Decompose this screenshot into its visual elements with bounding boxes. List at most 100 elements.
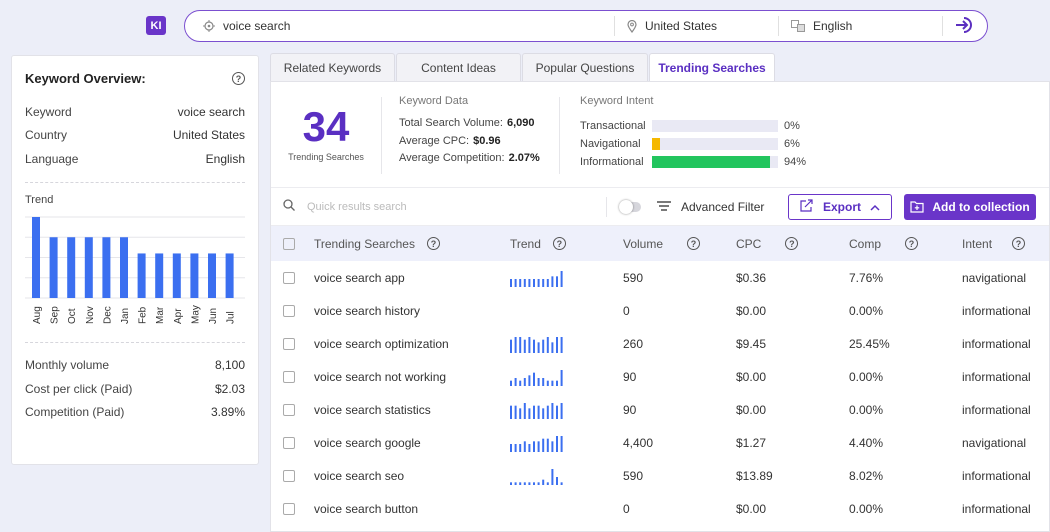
filter-toggle[interactable] (619, 199, 641, 214)
spark-bar (556, 336, 558, 353)
row-checkbox[interactable] (283, 338, 295, 351)
table-row[interactable]: voice search app 590 $0.36 7.76% navigat… (271, 261, 1049, 294)
header-volume[interactable]: Volume (623, 236, 664, 251)
kd-label: Average Competition: (399, 152, 505, 164)
trend-bar (225, 252, 234, 298)
results-toolbar: Quick results search Advanced Filter Exp… (271, 188, 1049, 226)
cell-comp: 0.00% (849, 501, 884, 516)
help-icon[interactable]: ? (905, 237, 919, 250)
cell-trend (510, 426, 623, 459)
row-checkbox[interactable] (283, 305, 295, 318)
advanced-filter-button[interactable]: Advanced Filter (657, 200, 764, 214)
divider (25, 341, 245, 343)
table-row[interactable]: voice search seo 590 $13.89 8.02% inform… (271, 459, 1049, 492)
row-checkbox[interactable] (283, 404, 295, 417)
advanced-filter-label: Advanced Filter (681, 199, 765, 214)
row-checkbox[interactable] (283, 437, 295, 450)
table-row[interactable]: voice search history 0 $0.00 0.00% infor… (271, 294, 1049, 327)
header-intent[interactable]: Intent (962, 236, 993, 251)
cell-keyword[interactable]: voice search statistics (314, 402, 431, 417)
cell-volume: 590 (623, 468, 644, 483)
help-icon[interactable]: ? (552, 237, 566, 250)
search-submit-button[interactable] (943, 16, 987, 37)
cell-keyword[interactable]: voice search optimization (314, 336, 449, 351)
month-label: Apr (173, 307, 184, 323)
cell-keyword[interactable]: voice search button (314, 501, 419, 516)
spark-bar (556, 380, 558, 386)
tab-bar: Related Keywords Content Ideas Popular Q… (270, 53, 1050, 81)
cell-keyword[interactable]: voice search not working (314, 369, 447, 384)
cell-volume: 0 (623, 303, 630, 318)
tab-trending-searches[interactable]: Trending Searches (649, 53, 775, 81)
trend-sparkline (510, 369, 563, 386)
export-button[interactable]: Export (788, 194, 892, 220)
tab-related-keywords[interactable]: Related Keywords (270, 53, 395, 81)
language-select[interactable]: English (779, 16, 943, 36)
help-icon[interactable]: ? (1012, 237, 1026, 250)
row-checkbox[interactable] (283, 503, 295, 516)
tab-popular-questions[interactable]: Popular Questions (522, 53, 648, 81)
help-icon[interactable]: ? (687, 237, 701, 250)
month-label: Aug (32, 306, 43, 324)
add-to-collection-label: Add to collection (932, 200, 1030, 214)
summary-section: 34 Trending Searches Keyword Data Total … (271, 82, 1049, 188)
stat-value: $2.03 (214, 381, 245, 396)
header-cpc[interactable]: CPC (736, 236, 762, 251)
login-arrow-icon (955, 16, 975, 37)
cell-keyword[interactable]: voice search history (314, 303, 421, 318)
quick-search-placeholder: Quick results search (307, 200, 407, 213)
row-checkbox[interactable] (283, 272, 295, 285)
row-checkbox[interactable] (283, 470, 295, 483)
table-row[interactable]: voice search button 0 $0.00 0.00% inform… (271, 492, 1049, 525)
quick-search-input[interactable]: Quick results search (271, 196, 607, 217)
intent-row: Informational 94% (580, 153, 859, 171)
cell-trend (510, 360, 623, 393)
help-icon[interactable]: ? (785, 237, 799, 250)
trend-bar (67, 236, 76, 298)
help-icon[interactable]: ? (426, 237, 440, 250)
cell-keyword[interactable]: voice search seo (314, 468, 405, 483)
spark-bar (542, 438, 545, 452)
main-panel: Related Keywords Content Ideas Popular Q… (270, 53, 1050, 532)
month-label: Nov (85, 306, 96, 324)
row-value: English (205, 151, 245, 166)
tab-content-ideas[interactable]: Content Ideas (396, 53, 521, 81)
spark-bar (514, 336, 517, 353)
spark-bar (533, 440, 535, 452)
export-label: Export (822, 200, 861, 214)
cell-volume: 4,400 (623, 435, 654, 450)
cell-keyword[interactable]: voice search app (314, 270, 405, 285)
intent-value: 6% (784, 138, 800, 150)
cell-keyword[interactable]: voice search google (314, 435, 421, 450)
table-row[interactable]: voice search optimization 260 $9.45 25.4… (271, 327, 1049, 360)
select-all-checkbox[interactable] (283, 238, 295, 251)
trend-bar (137, 252, 146, 298)
spark-bar (510, 278, 512, 287)
header-comp[interactable]: Comp (849, 236, 882, 251)
header-trend[interactable]: Trend (510, 236, 541, 251)
country-select[interactable]: United States (615, 16, 779, 36)
cell-comp: 0.00% (849, 369, 884, 384)
keyword-input[interactable]: voice search (185, 16, 615, 36)
add-to-collection-button[interactable]: Add to collection (904, 194, 1036, 220)
cell-comp: 25.45% (849, 336, 890, 351)
trend-chart-svg: Aug Sep Oct Nov Dec Jan Feb Mar Apr May Jun Jul (25, 216, 245, 324)
header-trending-searches[interactable]: Trending Searches (314, 236, 415, 251)
help-icon[interactable]: ? (232, 72, 245, 85)
trend-bar (208, 252, 216, 298)
app-logo[interactable]: KI (146, 16, 166, 35)
table-row[interactable]: voice search not working 90 $0.00 0.00% … (271, 360, 1049, 393)
spark-bar (537, 278, 540, 287)
spark-bar (510, 380, 512, 386)
row-checkbox[interactable] (283, 371, 295, 384)
month-label: Sep (50, 305, 61, 323)
spark-bar (514, 377, 517, 386)
table-row[interactable]: voice search google 4,400 $1.27 4.40% na… (271, 426, 1049, 459)
spark-bar (537, 440, 540, 452)
table-row[interactable]: voice search statistics 90 $0.00 0.00% i… (271, 393, 1049, 426)
intent-row: Navigational 6% (580, 135, 859, 153)
stat-label: Monthly volume (25, 358, 110, 373)
spark-bar (551, 402, 554, 419)
trend-bar (49, 236, 58, 298)
row-label: Language (25, 151, 79, 166)
